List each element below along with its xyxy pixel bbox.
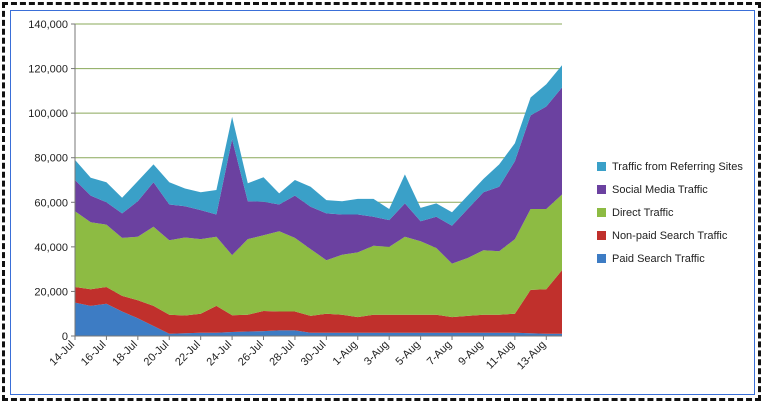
area-direct-traffic: [75, 194, 562, 318]
x-tick-label: 16-Jul: [79, 339, 109, 369]
stacked-area-chart: 0 20,000 40,000 60,000 80,000 100,000 120,000 1…: [28, 19, 562, 373]
area-non-paid-search-traffic: [75, 270, 562, 334]
x-tick-label: 5-Aug: [393, 339, 422, 368]
legend-swatch: [597, 162, 606, 171]
x-tick-label: 24-Jul: [205, 339, 235, 369]
y-tick-label: 80,000: [34, 153, 68, 165]
legend-label: Traffic from Referring Sites: [612, 160, 743, 173]
x-tick-label: 22-Jul: [173, 339, 203, 369]
area-paid-search-traffic: [75, 302, 562, 336]
x-tick-label: 28-Jul: [267, 339, 297, 369]
legend-swatch: [597, 208, 606, 217]
x-tick-label: 7-Aug: [425, 339, 454, 368]
x-tick-label: 11-Aug: [484, 339, 517, 372]
y-tick-label: 60,000: [34, 197, 68, 209]
legend-label: Paid Search Traffic: [612, 252, 705, 265]
area-social-media-traffic: [75, 87, 562, 264]
x-tick-label: 14-Jul: [47, 339, 77, 369]
y-tick-label: 140,000: [28, 19, 68, 31]
legend-swatch: [597, 231, 606, 240]
legend-item: Paid Search Traffic: [597, 247, 763, 270]
legend-item: Social Media Traffic: [597, 178, 763, 201]
y-tick-label: 20,000: [34, 286, 68, 298]
legend-item: Non-paid Search Traffic: [597, 224, 763, 247]
y-tick-label: 0: [62, 331, 68, 343]
chart-area: 0 20,000 40,000 60,000 80,000 100,000 120,000 1…: [10, 10, 755, 395]
legend-label: Non-paid Search Traffic: [612, 229, 728, 242]
x-tick-label: 13-Aug: [515, 339, 549, 373]
x-tick-label: 1-Aug: [331, 339, 360, 368]
x-tick-label: 20-Jul: [142, 339, 172, 369]
x-tick-label: 9-Aug: [456, 339, 485, 368]
x-tick-label: 18-Jul: [110, 339, 140, 369]
legend-label: Social Media Traffic: [612, 183, 708, 196]
chart-legend: Traffic from Referring Sites Social Media…: [597, 155, 763, 270]
y-tick-label: 120,000: [28, 64, 68, 76]
area-traffic-from-referring-sites: [75, 65, 562, 226]
legend-swatch: [597, 185, 606, 194]
x-tick-label: 26-Jul: [236, 339, 266, 369]
legend-item: Direct Traffic: [597, 201, 763, 224]
x-tick-label: 3-Aug: [362, 339, 391, 368]
y-tick-label: 100,000: [28, 108, 68, 120]
y-tick-label: 40,000: [34, 242, 68, 254]
legend-label: Direct Traffic: [612, 206, 674, 219]
legend-swatch: [597, 254, 606, 263]
legend-item: Traffic from Referring Sites: [597, 155, 763, 178]
x-tick-label: 30-Jul: [299, 339, 329, 369]
